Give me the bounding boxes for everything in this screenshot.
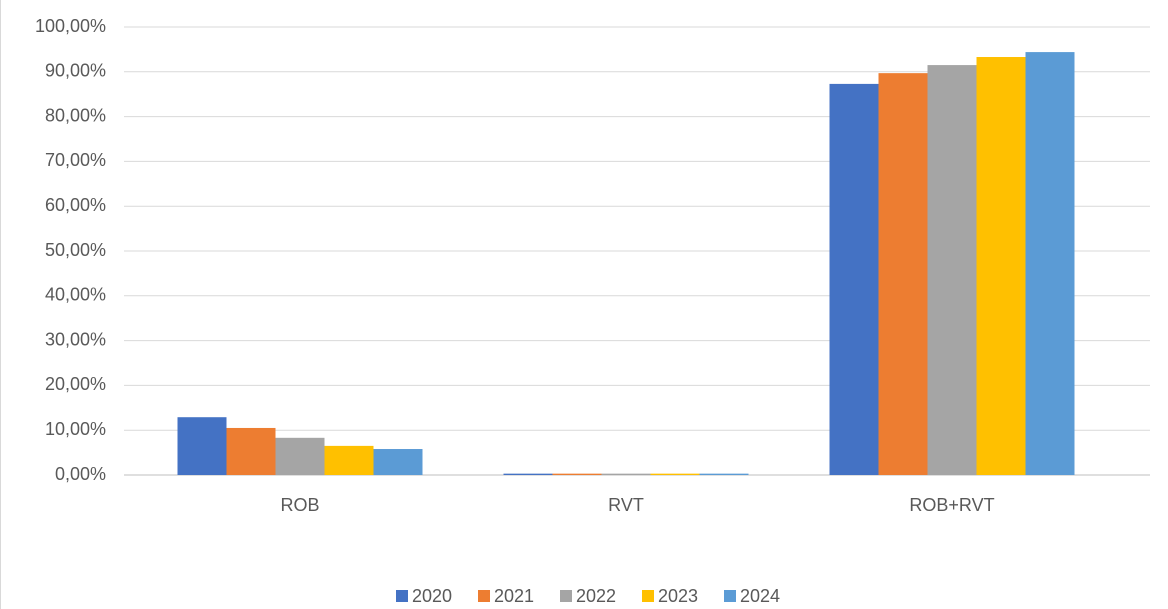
bar — [1025, 52, 1075, 475]
x-tick-label: ROB — [280, 495, 319, 515]
bar — [226, 427, 276, 475]
bar — [275, 437, 325, 475]
bar — [650, 473, 700, 475]
bar — [503, 473, 553, 475]
x-tick-label: RVT — [608, 495, 644, 515]
bar — [976, 57, 1026, 476]
legend-label: 2023 — [658, 586, 698, 606]
legend-label: 2020 — [412, 586, 452, 606]
y-tick-label: 60,00% — [45, 195, 106, 215]
legend-label: 2021 — [494, 586, 534, 606]
legend-label: 2024 — [740, 586, 780, 606]
bar — [552, 473, 602, 475]
y-tick-label: 50,00% — [45, 240, 106, 260]
y-tick-label: 80,00% — [45, 105, 106, 125]
bar — [373, 449, 423, 475]
bar — [927, 65, 977, 475]
legend-swatch — [396, 590, 408, 602]
y-tick-label: 0,00% — [55, 464, 106, 484]
bar — [829, 83, 879, 476]
y-tick-label: 40,00% — [45, 285, 106, 305]
bar — [878, 73, 928, 476]
legend-swatch — [642, 590, 654, 602]
y-tick-label: 30,00% — [45, 329, 106, 349]
y-tick-label: 10,00% — [45, 419, 106, 439]
legend-swatch — [560, 590, 572, 602]
bar — [699, 473, 749, 475]
y-tick-label: 20,00% — [45, 374, 106, 394]
x-tick-label: ROB+RVT — [909, 495, 994, 515]
bar — [324, 445, 374, 475]
y-tick-label: 100,00% — [35, 16, 106, 36]
bar — [177, 417, 227, 475]
legend-swatch — [478, 590, 490, 602]
legend-swatch — [724, 590, 736, 602]
legend-label: 2022 — [576, 586, 616, 606]
y-tick-label: 90,00% — [45, 61, 106, 81]
bar — [601, 473, 651, 475]
y-tick-label: 70,00% — [45, 150, 106, 170]
